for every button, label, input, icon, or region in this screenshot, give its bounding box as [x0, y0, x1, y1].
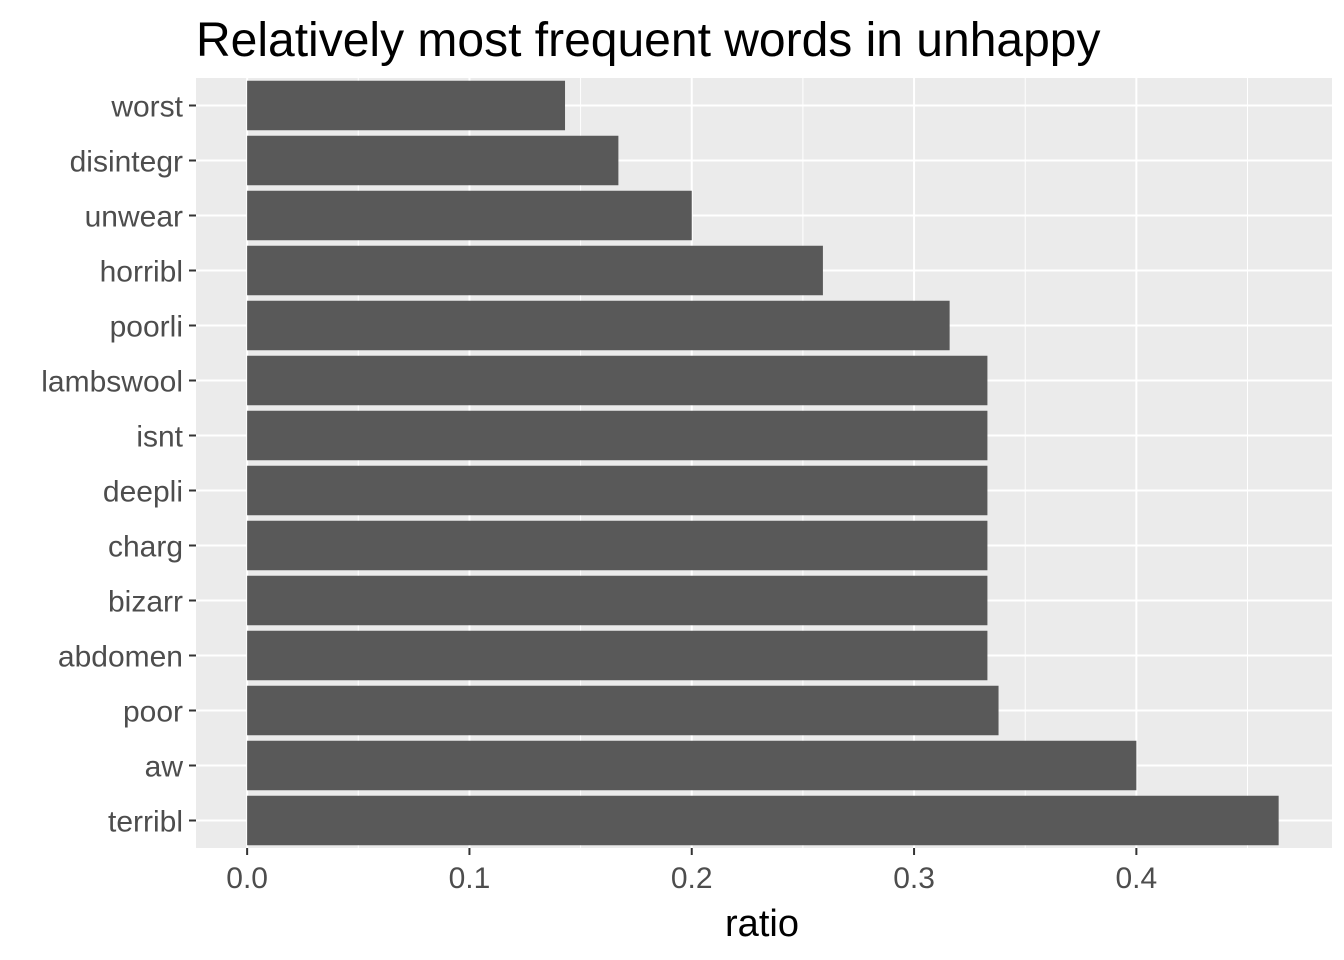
bar-deepli: [247, 465, 988, 516]
bar-aw: [247, 740, 1137, 791]
bar-bizarr: [247, 575, 988, 626]
y-tick-label: isnt: [136, 421, 183, 454]
y-tick-label: deepli: [103, 476, 183, 509]
y-tick-label: unwear: [85, 201, 183, 234]
x-tick-label: 0.1: [449, 862, 491, 895]
y-tick-label: aw: [145, 751, 184, 784]
y-tick-label: horribl: [100, 256, 183, 289]
bar-terribl: [247, 795, 1279, 846]
y-tick-label: poor: [123, 696, 183, 729]
y-tick-label: lambswool: [41, 366, 183, 399]
x-tick-label: 0.3: [893, 862, 935, 895]
y-tick-label: terribl: [108, 806, 183, 839]
bar-poorli: [247, 300, 950, 351]
bar-charg: [247, 520, 988, 571]
x-tick-label: 0.4: [1116, 862, 1158, 895]
bar-abdomen: [247, 630, 988, 681]
x-axis: 0.0 0.1 0.2 0.3 0.4: [226, 848, 1157, 895]
bar-poor: [247, 685, 999, 736]
bars: [247, 80, 1279, 846]
bar-lambswool: [247, 355, 988, 406]
y-tick-label: worst: [110, 91, 183, 124]
y-axis: worst disintegr unwear horribl poorli lambswo…: [41, 91, 196, 839]
bar-worst: [247, 80, 566, 131]
x-tick-label: 0.0: [226, 862, 268, 895]
y-tick-label: poorli: [110, 311, 183, 344]
bar-disintegr: [247, 135, 619, 186]
x-axis-label: ratio: [725, 903, 799, 945]
y-tick-label: disintegr: [70, 146, 183, 179]
bar-isnt: [247, 410, 988, 461]
y-tick-label: abdomen: [58, 641, 183, 674]
bar-horribl: [247, 245, 823, 296]
y-tick-label: bizarr: [108, 586, 183, 619]
x-tick-label: 0.2: [671, 862, 713, 895]
bar-unwear: [247, 190, 692, 241]
y-tick-label: charg: [108, 531, 183, 564]
chart-title: Relatively most frequent words in unhapp…: [196, 14, 1100, 67]
